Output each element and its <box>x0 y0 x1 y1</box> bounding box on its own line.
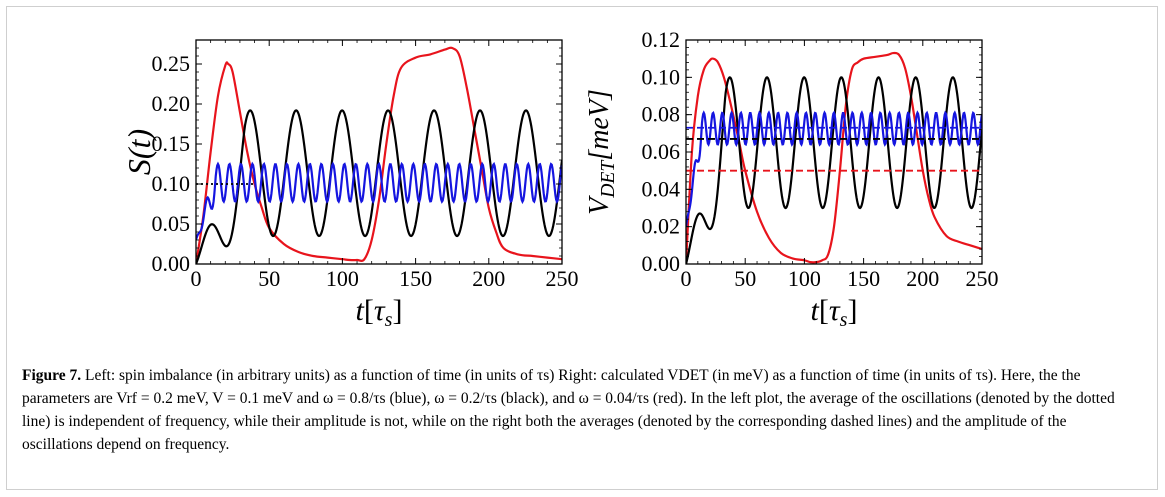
x-tick-label: 50 <box>734 266 756 291</box>
y-tick-label: 0.10 <box>642 64 681 89</box>
y-tick-label: 0.15 <box>152 131 191 156</box>
x-axis-label: t[τs] <box>811 294 858 331</box>
x-tick-label: 250 <box>546 266 579 291</box>
y-tick-label: 0.10 <box>152 171 191 196</box>
chart-vdet: 0 50 100 150 200 250 0.00 0.02 0.04 0.06 0.08 0.10 0… <box>584 27 999 331</box>
figure-frame <box>6 6 1158 490</box>
series-line-1 <box>196 109 562 264</box>
y-tick-label: 0.06 <box>642 139 681 164</box>
y-tick-label: 0.20 <box>152 91 191 116</box>
x-tick-label: 250 <box>966 266 999 291</box>
y-tick-label: 0.12 <box>642 27 681 52</box>
y-tick-label: 0.00 <box>152 251 191 276</box>
y-tick-label: 0.04 <box>642 176 681 201</box>
caption-text: Left: spin imbalance (in arbitrary units… <box>22 367 1119 453</box>
series-line-0 <box>686 51 982 264</box>
y-axis-label: VDET[meV] <box>584 89 619 215</box>
x-tick-label: 0 <box>681 266 692 291</box>
y-tick-label: 0.00 <box>642 251 681 276</box>
x-axis-label: t[τs] <box>356 294 403 331</box>
x-tick-label: 100 <box>788 266 821 291</box>
x-tick-label: 150 <box>847 266 880 291</box>
y-tick-label: 0.08 <box>642 102 681 127</box>
x-tick-label: 200 <box>906 266 939 291</box>
x-tick-label: 100 <box>326 266 359 291</box>
y-tick-label: 0.25 <box>152 51 191 76</box>
x-tick-label: 200 <box>472 266 505 291</box>
series-line-2 <box>196 161 562 241</box>
y-tick-label: 0.05 <box>152 211 191 236</box>
caption-label: Figure 7. <box>22 367 82 384</box>
y-tick-label: 0.02 <box>642 214 681 239</box>
series-line-1 <box>686 76 982 264</box>
x-tick-label: 50 <box>258 266 280 291</box>
chart-spin-imbalance: 0 50 100 150 200 250 0.00 0.05 0.10 0.15 0.20 0.25 t… <box>121 39 579 331</box>
x-tick-label: 150 <box>399 266 432 291</box>
figure-caption: Figure 7. Left: spin imbalance (in arbit… <box>22 364 1137 456</box>
y-axis-label: S(t) <box>121 129 157 175</box>
x-tick-label: 0 <box>191 266 202 291</box>
